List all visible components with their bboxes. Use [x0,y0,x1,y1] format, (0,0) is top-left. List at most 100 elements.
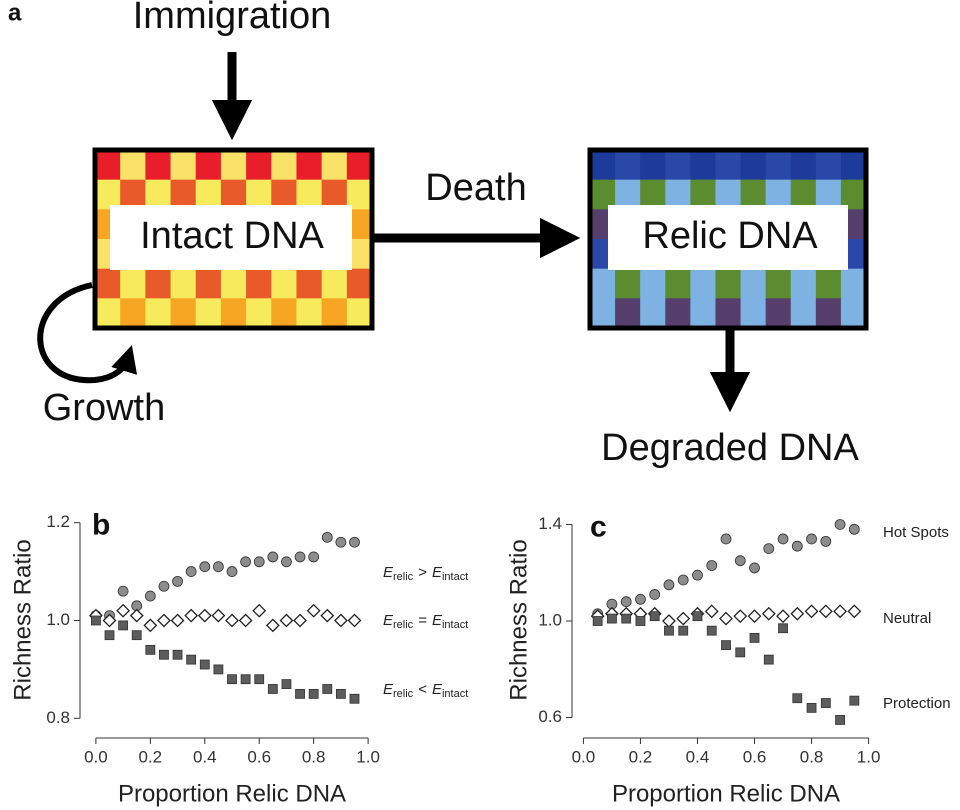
point [349,536,360,548]
point [144,590,156,602]
point [116,603,131,618]
pattern-cell [120,268,146,299]
point [790,606,805,621]
point [265,618,280,633]
pattern-cell [170,268,197,299]
series-label-part: relic [393,688,414,700]
y-tick-label: 0.8 [46,708,70,727]
pattern-cell [95,268,121,299]
pattern-cell [246,268,272,299]
point [677,574,689,586]
series-label-part: intact [442,571,468,583]
point [806,533,817,545]
pattern-cell [120,150,146,181]
point [776,609,790,624]
series-label-part: E [383,681,394,698]
pattern-cell [271,150,297,181]
pattern-cell [840,298,867,329]
pattern-cell [765,298,792,329]
point [308,688,319,699]
label-box [608,205,848,270]
point [267,684,278,694]
point [635,593,646,605]
series-label-part: < [418,681,427,698]
pattern-cell [220,150,247,181]
point [238,613,253,628]
pattern-cell [665,179,691,210]
pattern-cell [220,298,247,329]
point [791,540,803,552]
point [664,625,674,636]
point [322,684,333,694]
chart: c 0.6 1.0 1.4 0.0 0.2 0.4 0.6 0.8 1.0 Proportion R… [505,510,950,807]
series-label-part: relic [393,571,414,583]
pattern-cell [145,179,172,210]
point [833,604,847,619]
x-tick-label: 1.0 [857,747,881,766]
point [226,566,238,577]
point [607,613,617,624]
point [254,674,265,685]
pattern-cell [296,298,323,329]
point [763,543,775,555]
point [212,561,224,573]
pattern-cell [765,150,792,181]
pattern-cell [640,179,666,210]
point [225,613,239,628]
y-tick-label: 1.4 [538,514,562,533]
y-tick-label: 0.6 [538,707,562,726]
pattern-cell [815,179,842,210]
point [620,596,632,608]
point [635,616,646,626]
x-tick-label: 0.4 [193,747,217,766]
pattern-cell [765,268,792,299]
point [213,664,224,675]
pattern-cell [665,150,691,181]
point [333,613,348,628]
pattern-cell [145,298,172,329]
pattern-cell [740,179,767,210]
x-tick-label: 0.6 [743,747,767,766]
pattern-cell [740,298,767,329]
point [763,654,774,665]
point [848,523,860,535]
pattern-cell [715,150,742,181]
pattern-cell [321,298,348,329]
point [792,693,803,704]
pattern-cell [665,298,691,329]
pattern-cell [840,179,867,210]
point [102,613,117,628]
point [678,625,689,636]
pattern-cell [271,179,297,210]
point [734,555,746,567]
point [321,531,333,543]
pattern-cell [246,179,272,210]
point [777,533,789,545]
point [676,611,691,626]
point [834,519,846,530]
point [662,614,676,628]
intact-label: Intact DNA [140,215,324,257]
pattern-cell [590,298,616,329]
label-box [110,205,352,270]
series-label-part: E [432,564,443,581]
point [820,535,832,547]
pattern-cell [220,179,247,210]
point [145,644,156,655]
pattern-cell [840,268,867,299]
pattern-cell [95,298,121,329]
intact-box [92,147,375,331]
point [692,569,703,581]
point [761,606,776,621]
pattern-cell [170,150,197,181]
pattern-cell [145,150,172,181]
point [172,649,183,660]
point [818,604,833,619]
panel-label: c [590,510,607,543]
pattern-cell [790,268,817,299]
pattern-cell [95,179,121,210]
pattern-cell [220,268,247,299]
x-axis-label: Proportion Relic DNA [118,780,346,807]
series-label-part: intact [442,688,468,700]
